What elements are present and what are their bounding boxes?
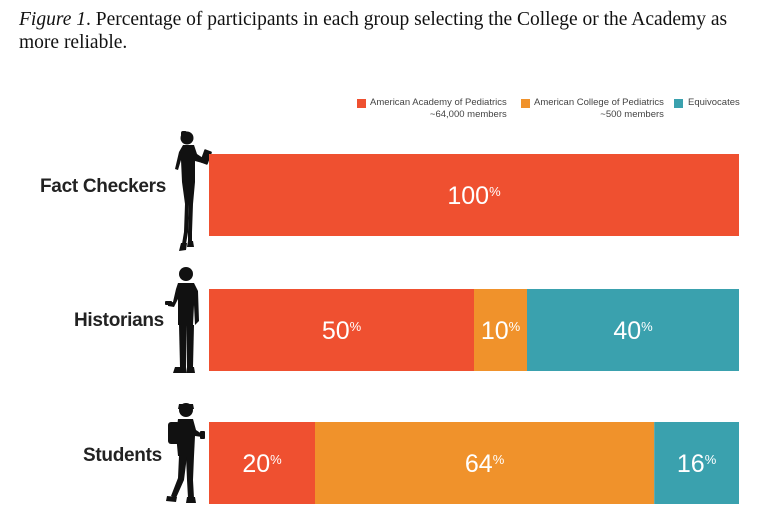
legend-swatch-equivocates — [674, 99, 683, 108]
legend-text-equivocates: Equivocates — [688, 97, 740, 109]
caption-text: . Percentage of participants in each gro… — [19, 9, 728, 53]
legend-text-college: American College of Pediatrics ~500 memb… — [534, 97, 664, 121]
bar-segment-students-equivocates — [654, 422, 739, 504]
category-label-students: Students — [83, 445, 162, 466]
standing-person-reading-icon — [175, 131, 212, 251]
legend: American Academy of Pediatrics ~64,000 m… — [0, 97, 768, 127]
legend-swatch-college — [521, 99, 530, 108]
bar-segment-students-academy — [209, 422, 315, 504]
bar-label-students-equivocates: 16% — [677, 450, 717, 478]
figure-label: Figure 1 — [19, 9, 86, 30]
category-label-fact-checkers: Fact Checkers — [40, 176, 167, 197]
bar-segment-historians-academy — [209, 289, 474, 371]
legend-sub-college: ~500 members — [600, 109, 664, 120]
bar-segment-fact-checkers-academy — [209, 154, 739, 236]
bar-label-fact-checkers-academy: 100% — [447, 182, 501, 210]
legend-label-academy: American Academy of Pediatrics — [370, 97, 507, 108]
bar-segment-historians-equivocates — [527, 289, 739, 371]
category-label-historians: Historians — [74, 310, 164, 331]
bar-label-historians-college: 10% — [481, 317, 521, 345]
standing-person-phone-icon — [165, 267, 199, 373]
figure-caption: Figure 1. Percentage of participants in … — [19, 8, 749, 54]
bar-label-historians-academy: 50% — [322, 317, 362, 345]
bar-label-students-academy: 20% — [242, 450, 282, 478]
bar-segment-students-college — [315, 422, 655, 504]
legend-sub-academy: ~64,000 members — [429, 109, 507, 120]
legend-swatch-academy — [357, 99, 366, 108]
bar-segment-historians-college — [474, 289, 527, 371]
person-backpack-phone-icon — [166, 403, 205, 503]
bar-label-historians-equivocates: 40% — [613, 317, 653, 345]
legend-label-college: American College of Pediatrics — [534, 97, 664, 108]
legend-text-academy: American Academy of Pediatrics ~64,000 m… — [370, 97, 507, 121]
legend-label-equivocates: Equivocates — [688, 97, 740, 108]
bar-label-students-college: 64% — [465, 450, 505, 478]
